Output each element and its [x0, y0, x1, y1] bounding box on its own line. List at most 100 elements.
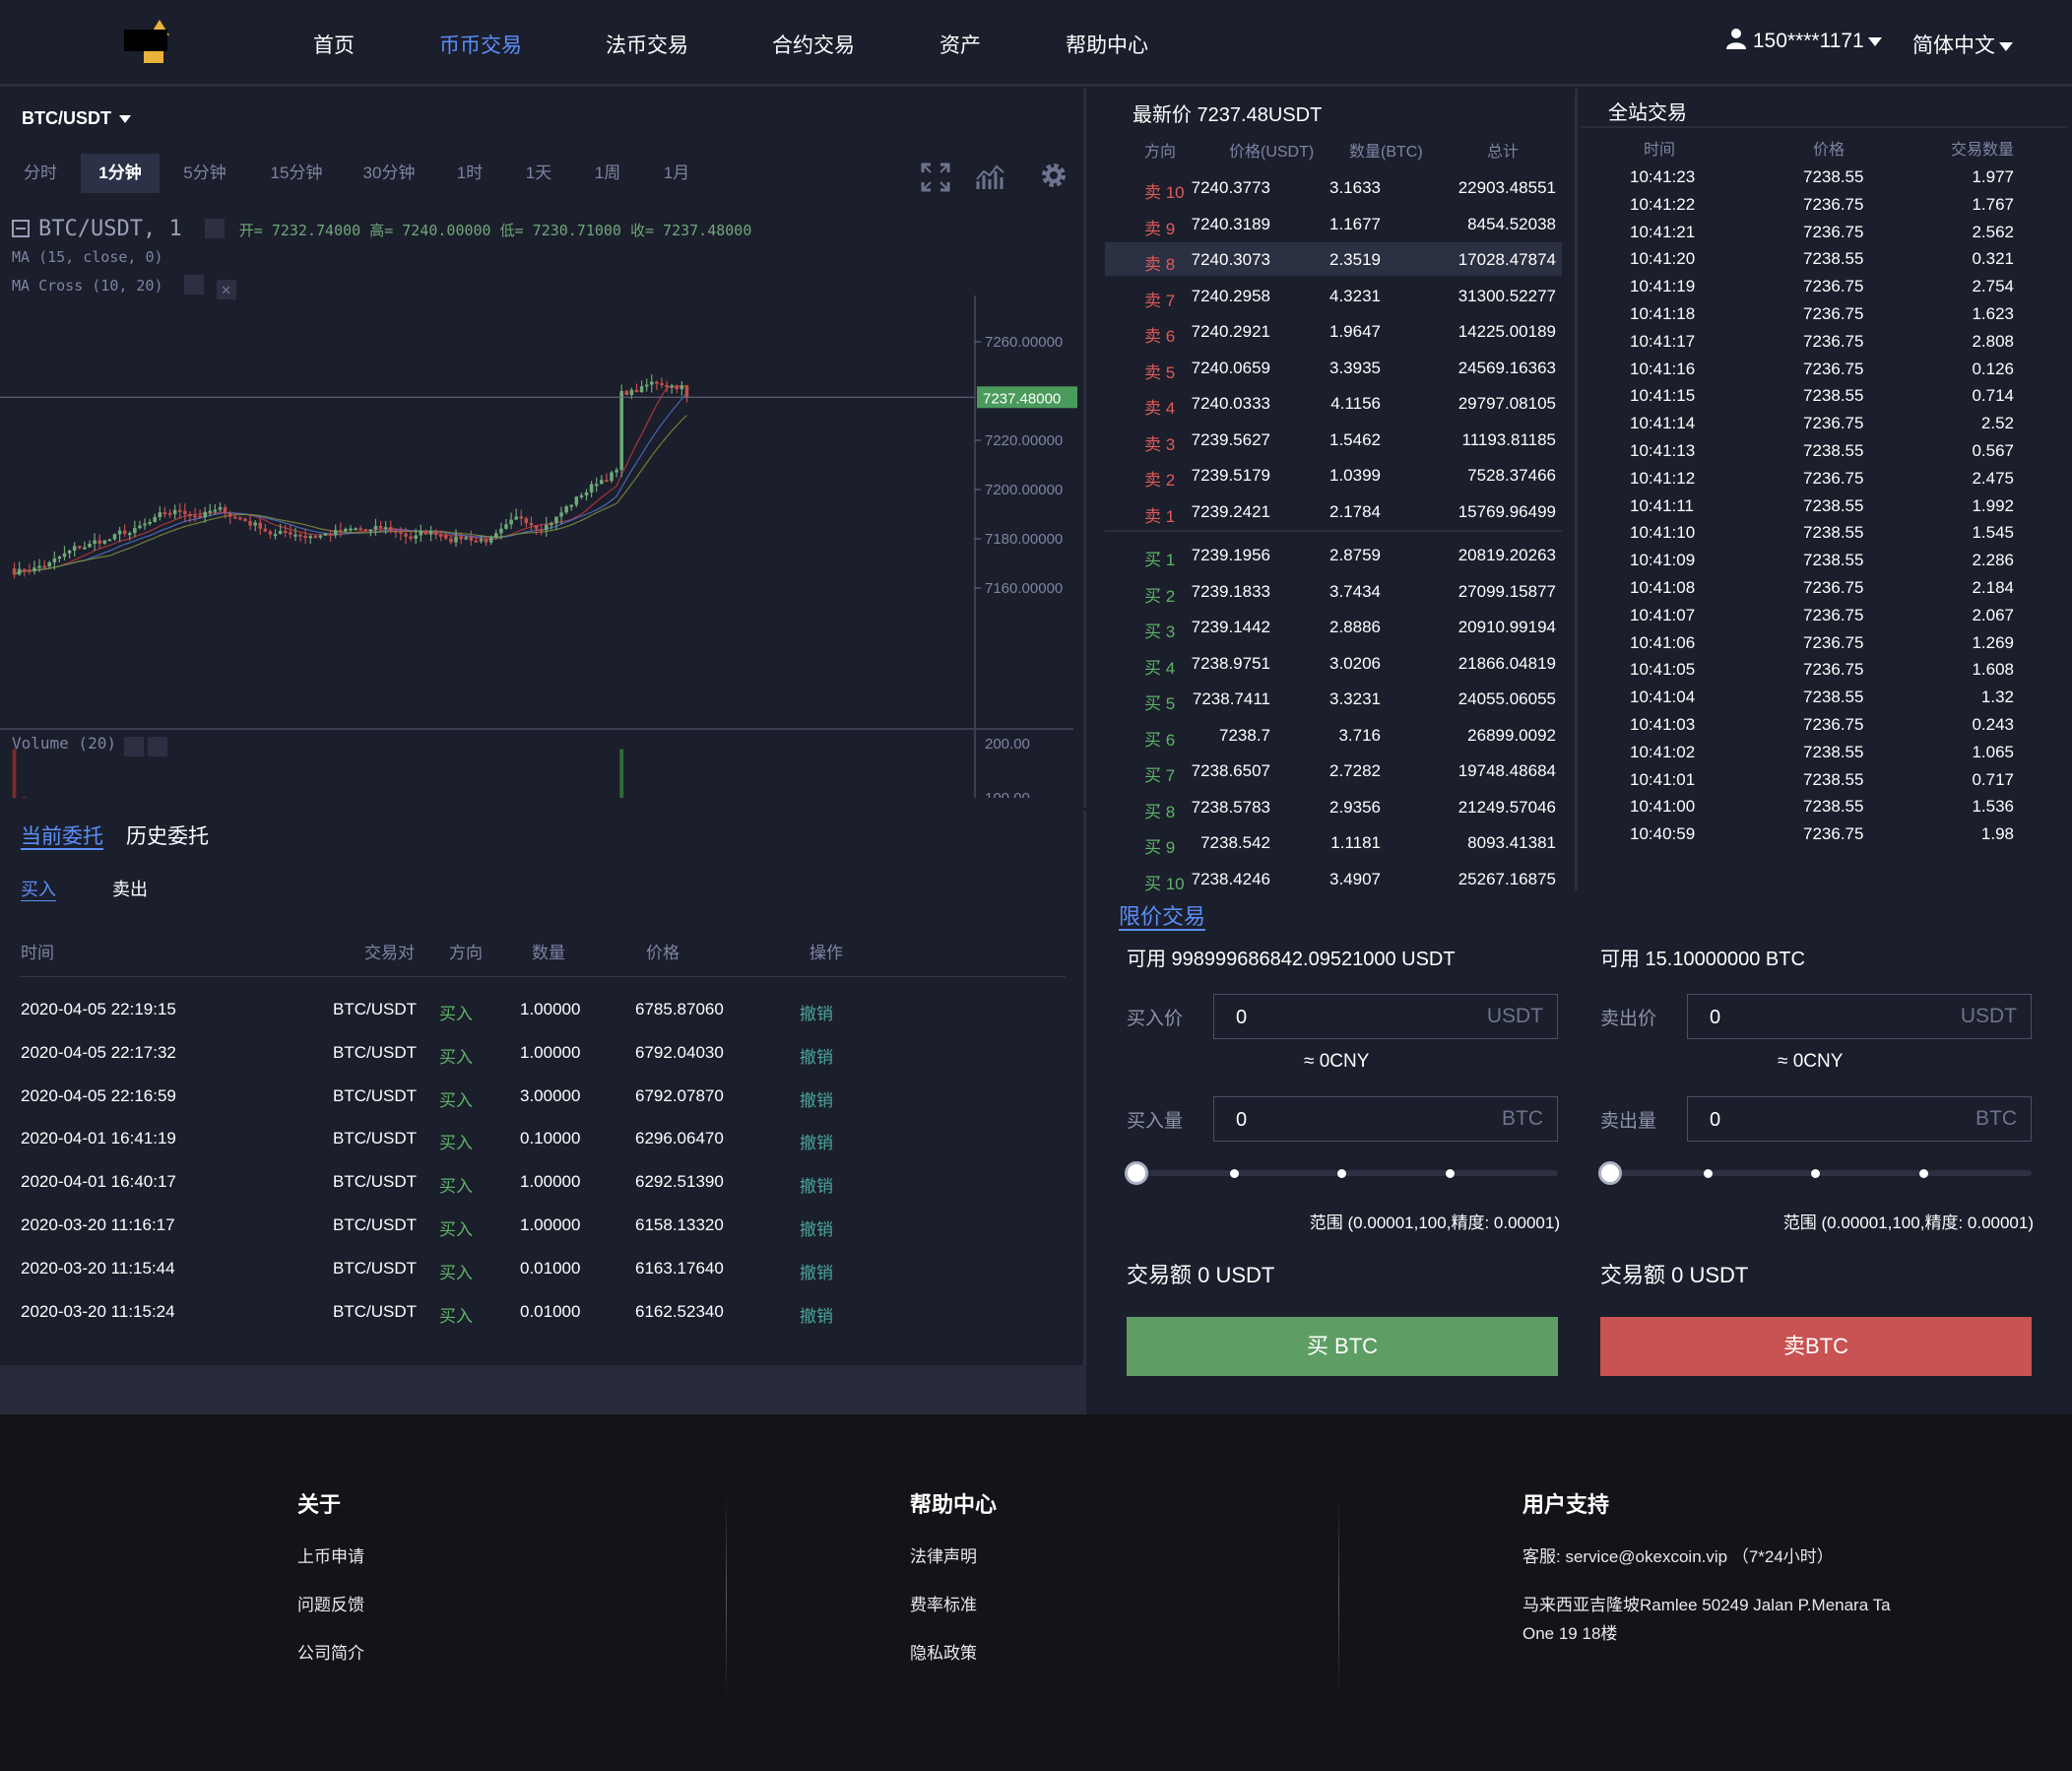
- buy-price-value: 0: [1236, 1007, 1248, 1028]
- footer-about: 关于 上币申请 问题反馈 公司简介: [297, 1487, 364, 1687]
- ask-row[interactable]: 卖 3 7239.5627 1.5462 11193.81185: [1105, 423, 1562, 456]
- slider-mark-25[interactable]: [1704, 1169, 1713, 1178]
- buy-amount-input[interactable]: 0 BTC: [1213, 1096, 1558, 1142]
- order-cancel-button[interactable]: 撤销: [800, 1047, 833, 1067]
- nav-contract-trading[interactable]: 合约交易: [772, 34, 855, 57]
- order-cancel-button[interactable]: 撤销: [800, 1220, 833, 1239]
- slider-mark-25[interactable]: [1230, 1169, 1239, 1178]
- bid-amount: 3.0206: [1329, 653, 1381, 673]
- bid-row[interactable]: 买 7 7238.6507 2.7282 19748.48684: [1105, 754, 1562, 787]
- legend-settings-icon[interactable]: [204, 219, 225, 238]
- settings-gear-icon[interactable]: [1038, 160, 1069, 191]
- ask-row[interactable]: 卖 8 7240.3073 2.3519 17028.47874: [1105, 242, 1562, 276]
- sell-amount-input[interactable]: 0 BTC: [1687, 1096, 2032, 1142]
- volume-study-label: Volume (20): [12, 734, 116, 753]
- tf-1d[interactable]: 1天: [525, 164, 552, 182]
- candlestick-chart[interactable]: 7260.00000 7220.00000 7200.00000 7180.00000…: [0, 207, 1083, 798]
- trade-time: 10:41:19: [1630, 277, 1696, 296]
- candle-body: [177, 509, 182, 512]
- candle-body: [193, 515, 197, 518]
- buy-form: 可用 998999686842.09521000 USDT 买入价 0 USDT…: [1125, 893, 1560, 1406]
- footer-link-company[interactable]: 公司简介: [297, 1644, 364, 1663]
- ask-row[interactable]: 卖 1 7239.2421 2.1784 15769.96499: [1105, 494, 1562, 528]
- order-cancel-button[interactable]: 撤销: [800, 1177, 833, 1197]
- tf-30min[interactable]: 30分钟: [362, 164, 416, 182]
- ask-row[interactable]: 卖 10 7240.3773 3.1633 22903.48551: [1105, 170, 1562, 204]
- orders-header-action: 操作: [809, 944, 843, 962]
- candle-body: [499, 528, 503, 534]
- candle-body: [208, 510, 213, 513]
- bid-row[interactable]: 买 1 7239.1956 2.8759 20819.20263: [1105, 538, 1562, 571]
- bid-row[interactable]: 买 9 7238.542 1.1181 8093.41381: [1105, 825, 1562, 859]
- nav-fiat-trading[interactable]: 法币交易: [606, 34, 688, 57]
- bid-row[interactable]: 买 8 7238.5783 2.9356 21249.57046: [1105, 790, 1562, 823]
- order-cancel-button[interactable]: 撤销: [800, 1005, 833, 1023]
- order-cancel-button[interactable]: 撤销: [800, 1090, 833, 1110]
- collapse-icon[interactable]: [12, 220, 30, 237]
- footer-link-listing[interactable]: 上币申请: [297, 1547, 364, 1566]
- buy-price-input[interactable]: 0 USDT: [1213, 994, 1558, 1039]
- bid-row[interactable]: 买 5 7238.7411 3.3231 24055.06055: [1105, 682, 1562, 715]
- fullscreen-icon[interactable]: [920, 162, 951, 193]
- ask-row[interactable]: 卖 4 7240.0333 4.1156 29797.08105: [1105, 386, 1562, 420]
- candle-body: [72, 546, 77, 551]
- order-cancel-button[interactable]: 撤销: [800, 1263, 833, 1282]
- limit-order-tab[interactable]: 限价交易: [1119, 904, 1206, 929]
- footer-link-legal[interactable]: 法律声明: [910, 1547, 977, 1566]
- slider-mark-50[interactable]: [1337, 1169, 1346, 1178]
- bid-row[interactable]: 买 3 7239.1442 2.8886 20910.99194: [1105, 610, 1562, 643]
- tf-1w[interactable]: 1周: [594, 164, 621, 182]
- order-cancel-button[interactable]: 撤销: [800, 1134, 833, 1153]
- tf-5min[interactable]: 5分钟: [183, 164, 227, 182]
- order-cancel-button[interactable]: 撤销: [800, 1306, 833, 1326]
- user-menu[interactable]: 150****1171: [1725, 28, 1882, 53]
- pair-selector[interactable]: BTC/USDT: [22, 108, 131, 129]
- sell-btc-button[interactable]: 卖BTC: [1600, 1317, 2032, 1376]
- nav-spot-trading[interactable]: 币币交易: [439, 34, 522, 57]
- tf-15min[interactable]: 15分钟: [270, 164, 323, 182]
- tf-1min[interactable]: 1分钟: [81, 154, 160, 193]
- tab-current-orders[interactable]: 当前委托: [21, 825, 103, 848]
- slider-mark-75[interactable]: [1919, 1169, 1928, 1178]
- sell-price-cny: ≈ 0CNY: [1778, 1051, 1844, 1072]
- footer-link-privacy[interactable]: 隐私政策: [910, 1644, 977, 1663]
- footer-link-fees[interactable]: 费率标准: [910, 1596, 977, 1614]
- ask-row[interactable]: 卖 2 7239.5179 1.0399 7528.37466: [1105, 458, 1562, 492]
- slider-handle[interactable]: [1125, 1161, 1148, 1185]
- buy-btc-button[interactable]: 买 BTC: [1127, 1317, 1558, 1376]
- nav-help-center[interactable]: 帮助中心: [1066, 34, 1148, 57]
- trade-row: 10:41:13 7238.55 0.567: [1581, 439, 2067, 466]
- study-settings-icon[interactable]: [183, 275, 204, 295]
- sell-amount-slider[interactable]: [1598, 1161, 2032, 1185]
- nav-assets[interactable]: 资产: [939, 34, 981, 57]
- ask-row[interactable]: 卖 5 7240.0659 3.3935 24569.16363: [1105, 351, 1562, 384]
- language-selector[interactable]: 简体中文: [1912, 30, 2013, 59]
- candle-body: [273, 534, 278, 537]
- ask-row[interactable]: 卖 6 7240.2921 1.9647 14225.00189: [1105, 314, 1562, 348]
- slider-handle[interactable]: [1598, 1161, 1622, 1185]
- subtab-sell[interactable]: 卖出: [112, 880, 148, 899]
- study-close-icon[interactable]: ✕: [216, 280, 236, 299]
- tf-timeline[interactable]: 分时: [24, 164, 57, 182]
- bid-row[interactable]: 买 4 7238.9751 3.0206 21866.04819: [1105, 646, 1562, 680]
- nav-home[interactable]: 首页: [313, 34, 355, 57]
- ask-row[interactable]: 卖 7 7240.2958 4.3231 31300.52277: [1105, 279, 1562, 312]
- logo[interactable]: [122, 20, 185, 67]
- candle-body: [122, 530, 127, 534]
- sell-price-input[interactable]: 0 USDT: [1687, 994, 2032, 1039]
- bid-row[interactable]: 买 2 7239.1833 3.7434 27099.15877: [1105, 574, 1562, 608]
- tf-1m[interactable]: 1月: [663, 164, 690, 182]
- tab-order-history[interactable]: 历史委托: [126, 825, 209, 848]
- top-navbar: 首页 币币交易 法币交易 合约交易 资产 帮助中心 150****1171 简体…: [0, 0, 2072, 87]
- footer-link-feedback[interactable]: 问题反馈: [297, 1596, 364, 1614]
- bid-row[interactable]: 买 10 7238.4246 3.4907 25267.16875: [1105, 862, 1562, 895]
- bid-row[interactable]: 买 6 7238.7 3.716 26899.0092: [1105, 718, 1562, 752]
- subtab-buy[interactable]: 买入: [21, 880, 56, 899]
- tf-1h[interactable]: 1时: [456, 164, 484, 182]
- slider-mark-50[interactable]: [1811, 1169, 1820, 1178]
- ask-row[interactable]: 卖 9 7240.3189 1.1677 8454.52038: [1105, 207, 1562, 240]
- indicators-icon[interactable]: [975, 162, 1006, 193]
- footer-service-email[interactable]: 客服: service@okexcoin.vip （7*24小时）: [1522, 1547, 1834, 1566]
- buy-amount-slider[interactable]: [1125, 1161, 1558, 1185]
- slider-mark-75[interactable]: [1446, 1169, 1455, 1178]
